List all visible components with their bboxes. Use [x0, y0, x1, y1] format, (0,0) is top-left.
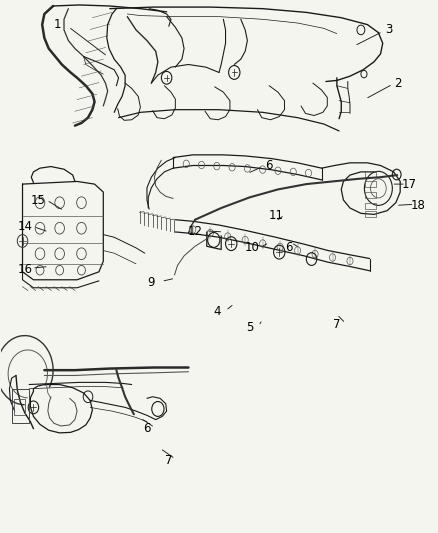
Text: 11: 11	[268, 209, 283, 222]
Bar	[365, 192, 376, 198]
Text: 9: 9	[148, 276, 155, 289]
Text: 6: 6	[265, 159, 273, 172]
Text: 2: 2	[394, 77, 402, 90]
Text: 5: 5	[246, 321, 253, 334]
Text: 6: 6	[143, 422, 151, 435]
Text: 6: 6	[285, 241, 293, 254]
Text: 18: 18	[410, 199, 425, 212]
Text: 7: 7	[165, 454, 173, 467]
Text: 16: 16	[17, 263, 32, 276]
Text: 17: 17	[401, 177, 417, 191]
Text: 4: 4	[213, 305, 221, 318]
Bar	[365, 203, 376, 208]
Bar	[365, 181, 376, 187]
Text: 10: 10	[244, 241, 259, 254]
Text: 7: 7	[333, 319, 341, 332]
Bar	[12, 389, 29, 423]
Bar	[365, 211, 376, 216]
Text: 1: 1	[54, 18, 61, 31]
Bar	[365, 171, 376, 176]
Text: 3: 3	[385, 23, 393, 36]
Text: 15: 15	[30, 193, 45, 207]
Text: 12: 12	[187, 225, 202, 238]
Text: 14: 14	[17, 220, 32, 233]
Bar	[14, 399, 25, 415]
